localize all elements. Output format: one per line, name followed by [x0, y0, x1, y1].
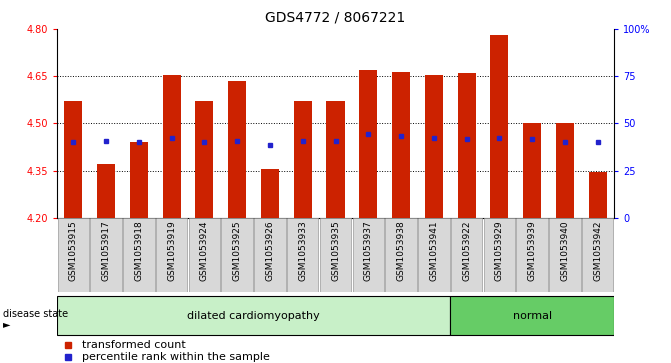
Text: GSM1053942: GSM1053942 — [593, 220, 602, 281]
Bar — [294, 101, 312, 218]
Text: GSM1053929: GSM1053929 — [495, 220, 504, 281]
Bar — [162, 75, 180, 218]
Bar — [385, 218, 417, 292]
Text: dilated cardiomyopathy: dilated cardiomyopathy — [187, 311, 320, 321]
Bar — [189, 218, 220, 292]
Bar — [261, 169, 279, 218]
Bar — [130, 142, 148, 218]
Bar — [517, 218, 548, 292]
Text: GDS4772 / 8067221: GDS4772 / 8067221 — [265, 11, 406, 25]
Bar — [58, 218, 89, 292]
Text: GSM1053937: GSM1053937 — [364, 220, 373, 281]
Bar — [195, 101, 213, 218]
Bar — [491, 35, 509, 218]
Text: GSM1053939: GSM1053939 — [527, 220, 537, 281]
Text: GSM1053941: GSM1053941 — [429, 220, 438, 281]
Bar — [359, 70, 377, 218]
Bar — [352, 218, 384, 292]
Bar — [57, 296, 450, 335]
Bar — [418, 218, 450, 292]
Text: GSM1053924: GSM1053924 — [200, 220, 209, 281]
Text: GSM1053922: GSM1053922 — [462, 220, 471, 281]
Text: GSM1053940: GSM1053940 — [560, 220, 569, 281]
Bar — [523, 123, 541, 218]
Text: GSM1053925: GSM1053925 — [233, 220, 242, 281]
Text: GSM1053917: GSM1053917 — [102, 220, 111, 281]
Bar — [588, 172, 607, 218]
Bar — [156, 218, 187, 292]
Bar — [97, 164, 115, 218]
Text: transformed count: transformed count — [82, 340, 186, 350]
Bar — [392, 72, 410, 218]
Bar — [556, 123, 574, 218]
Bar — [425, 75, 443, 218]
Text: percentile rank within the sample: percentile rank within the sample — [82, 352, 270, 362]
Bar — [123, 218, 154, 292]
Bar — [287, 218, 319, 292]
Text: GSM1053915: GSM1053915 — [69, 220, 78, 281]
Text: GSM1053926: GSM1053926 — [266, 220, 274, 281]
Bar — [549, 218, 580, 292]
Bar — [582, 218, 613, 292]
Text: GSM1053933: GSM1053933 — [298, 220, 307, 281]
Text: normal: normal — [513, 311, 552, 321]
Bar — [221, 218, 253, 292]
Bar — [91, 218, 122, 292]
Bar — [327, 101, 344, 218]
Bar — [484, 218, 515, 292]
Bar — [320, 218, 351, 292]
Text: GSM1053919: GSM1053919 — [167, 220, 176, 281]
Text: ►: ► — [3, 319, 11, 329]
Bar — [64, 101, 83, 218]
Bar — [458, 73, 476, 218]
Text: GSM1053918: GSM1053918 — [134, 220, 144, 281]
Text: disease state: disease state — [3, 309, 68, 319]
Bar — [254, 218, 286, 292]
Text: GSM1053935: GSM1053935 — [331, 220, 340, 281]
Bar — [451, 218, 482, 292]
Bar — [450, 296, 614, 335]
Bar — [228, 81, 246, 218]
Text: GSM1053938: GSM1053938 — [397, 220, 405, 281]
